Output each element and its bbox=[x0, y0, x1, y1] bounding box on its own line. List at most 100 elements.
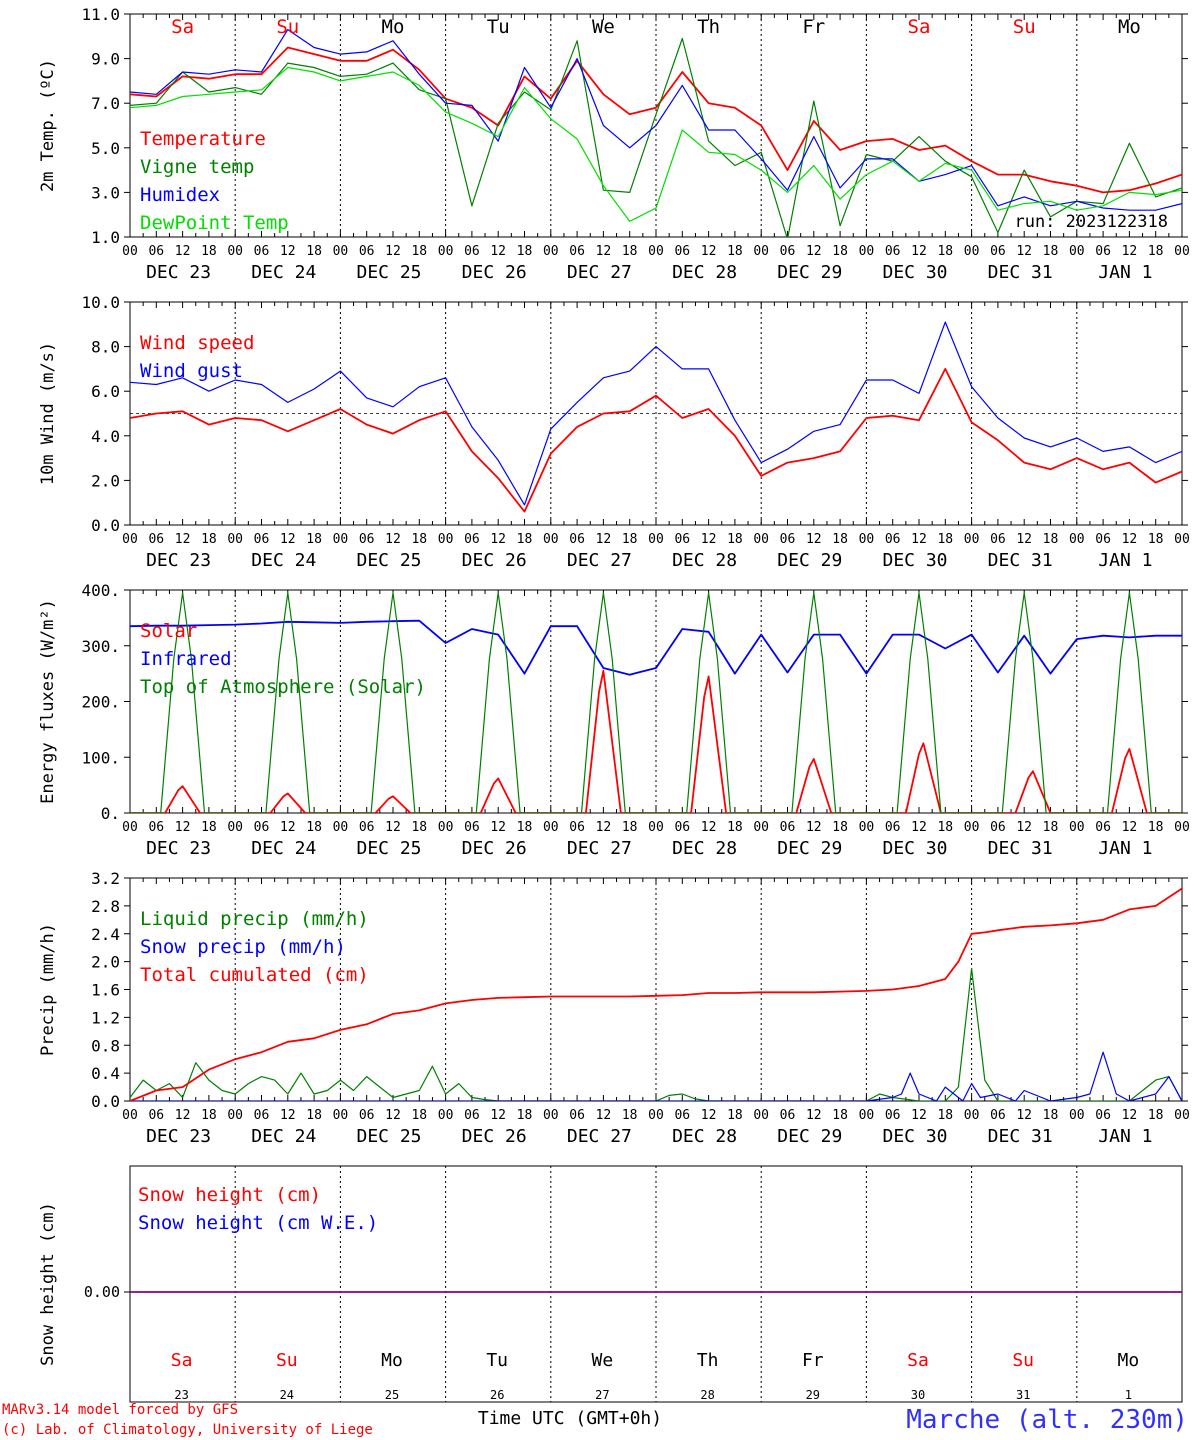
energy-ytick-label: 100. bbox=[81, 748, 120, 767]
temperature-hour-label: 06 bbox=[674, 244, 690, 259]
energy-date-label: DEC 27 bbox=[567, 838, 632, 859]
snow-legend-0: Snow height (cm) bbox=[138, 1184, 321, 1206]
precip-hour-label: 12 bbox=[1016, 1108, 1032, 1123]
wind-hour-label: 12 bbox=[385, 532, 401, 547]
temperature-hour-label: 12 bbox=[911, 244, 927, 259]
precip-hour-label: 12 bbox=[385, 1108, 401, 1123]
energy-hour-label: 18 bbox=[306, 820, 322, 835]
temperature-ytick-label: 5.0 bbox=[91, 139, 120, 158]
snow-day-number: 29 bbox=[806, 1388, 820, 1402]
snow-weekday-label: Mo bbox=[381, 1350, 403, 1371]
energy-hour-label: 06 bbox=[464, 820, 480, 835]
temperature-legend-1: Vigne temp bbox=[140, 156, 254, 178]
energy-hour-label: 18 bbox=[411, 820, 427, 835]
precip-hour-label: 06 bbox=[990, 1108, 1006, 1123]
precip-hour-label: 00 bbox=[859, 1108, 875, 1123]
wind-date-label: DEC 29 bbox=[777, 550, 842, 571]
temperature-date-label: DEC 26 bbox=[462, 262, 527, 283]
snow-weekday-label: Su bbox=[1012, 1350, 1034, 1371]
energy-hour-label: 12 bbox=[490, 820, 506, 835]
precip-hour-label: 06 bbox=[1095, 1108, 1111, 1123]
wind-date-label: JAN 1 bbox=[1098, 550, 1152, 571]
temperature-hour-label: 06 bbox=[780, 244, 796, 259]
precip-ytick-label: 2.8 bbox=[91, 897, 120, 916]
precip-hour-label: 00 bbox=[964, 1108, 980, 1123]
precip-hour-label: 06 bbox=[148, 1108, 164, 1123]
precip-ytick-label: 2.0 bbox=[91, 953, 120, 972]
footer: MARv3.14 model forced by GFS (c) Lab. of… bbox=[2, 1402, 1188, 1438]
precip-hour-label: 00 bbox=[122, 1108, 138, 1123]
energy-hour-label: 12 bbox=[280, 820, 296, 835]
wind-hour-label: 18 bbox=[201, 532, 217, 547]
temp-weekday-label: Su bbox=[1013, 16, 1036, 38]
energy-date-label: DEC 31 bbox=[988, 838, 1053, 859]
wind-legend-0: Wind speed bbox=[140, 332, 254, 354]
snow-ytick-label: 0.00 bbox=[84, 1283, 120, 1301]
energy-hour-label: 06 bbox=[254, 820, 270, 835]
temperature-hour-label: 00 bbox=[753, 244, 769, 259]
precip-ytick-label: 0.4 bbox=[91, 1064, 120, 1083]
temperature-hour-label: 00 bbox=[122, 244, 138, 259]
temperature-hour-label: 00 bbox=[859, 244, 875, 259]
energy-hour-label: 12 bbox=[806, 820, 822, 835]
precip-hour-label: 00 bbox=[438, 1108, 454, 1123]
precip-series-snow-precip-mm-h- bbox=[130, 1051, 1182, 1101]
energy-hour-label: 00 bbox=[543, 820, 559, 835]
temperature-hour-label: 18 bbox=[1148, 244, 1164, 259]
wind-hour-label: 06 bbox=[148, 532, 164, 547]
wind-hour-label: 18 bbox=[622, 532, 638, 547]
precip-ytick-label: 2.4 bbox=[91, 925, 120, 944]
wind-hour-label: 18 bbox=[306, 532, 322, 547]
wind-ytick-label: 0.0 bbox=[91, 516, 120, 535]
precip-legend-1: Snow precip (mm/h) bbox=[140, 936, 346, 958]
model-credit-line1: MARv3.14 model forced by GFS bbox=[2, 1402, 238, 1418]
energy-series-top-of-atmosphere-solar- bbox=[130, 592, 1182, 813]
wind-hour-label: 00 bbox=[753, 532, 769, 547]
temperature-hour-label: 18 bbox=[306, 244, 322, 259]
snow-weekday-label: We bbox=[592, 1350, 614, 1371]
temperature-hour-label: 00 bbox=[648, 244, 664, 259]
temperature-hour-label: 06 bbox=[1095, 244, 1111, 259]
wind-ytick-label: 4.0 bbox=[91, 427, 120, 446]
precip-hour-label: 12 bbox=[280, 1108, 296, 1123]
precip-hour-label: 06 bbox=[254, 1108, 270, 1123]
wind-hour-label: 00 bbox=[1069, 532, 1085, 547]
snow-day-number: 23 bbox=[174, 1388, 188, 1402]
wind-hour-label: 06 bbox=[674, 532, 690, 547]
temperature-hour-label: 06 bbox=[990, 244, 1006, 259]
temperature-hour-label: 06 bbox=[148, 244, 164, 259]
wind-date-label: DEC 24 bbox=[251, 550, 316, 571]
snow-weekday-label: Sa bbox=[907, 1350, 929, 1371]
energy-hour-label: 12 bbox=[175, 820, 191, 835]
temperature-hour-label: 12 bbox=[1122, 244, 1138, 259]
energy-hour-label: 00 bbox=[227, 820, 243, 835]
wind-series-wind-speed bbox=[130, 368, 1182, 513]
energy-hour-label: 06 bbox=[1095, 820, 1111, 835]
temperature-hour-label: 00 bbox=[438, 244, 454, 259]
precip-date-label: DEC 25 bbox=[356, 1126, 421, 1147]
run-label: run: 2023122318 bbox=[1014, 212, 1168, 232]
precip-hour-label: 12 bbox=[701, 1108, 717, 1123]
energy-hour-label: 06 bbox=[569, 820, 585, 835]
precip-date-label: DEC 29 bbox=[777, 1126, 842, 1147]
temp-weekday-label: Su bbox=[276, 16, 299, 38]
energy-hour-label: 18 bbox=[517, 820, 533, 835]
snow-weekday-label: Th bbox=[697, 1350, 719, 1371]
temperature-series-group bbox=[130, 29, 1182, 237]
wind-date-label: DEC 30 bbox=[882, 550, 947, 571]
precip-hour-label: 12 bbox=[911, 1108, 927, 1123]
precip-hour-label: 06 bbox=[780, 1108, 796, 1123]
wind-hour-label: 12 bbox=[596, 532, 612, 547]
energy-series-solar bbox=[130, 669, 1182, 813]
temperature-hour-label: 06 bbox=[569, 244, 585, 259]
precip-series-liquid-precip-mm-h- bbox=[130, 968, 1182, 1101]
precip-hour-label: 06 bbox=[885, 1108, 901, 1123]
energy-ytick-label: 400. bbox=[81, 581, 120, 600]
temperature-date-label: DEC 23 bbox=[146, 262, 211, 283]
temperature-hour-label: 12 bbox=[385, 244, 401, 259]
energy-ylabel: Energy fluxes (W/m²) bbox=[38, 599, 58, 804]
energy-date-label: DEC 28 bbox=[672, 838, 737, 859]
precip-hour-label: 18 bbox=[1043, 1108, 1059, 1123]
wind-hour-label: 00 bbox=[1174, 532, 1190, 547]
precip-hour-label: 00 bbox=[648, 1108, 664, 1123]
